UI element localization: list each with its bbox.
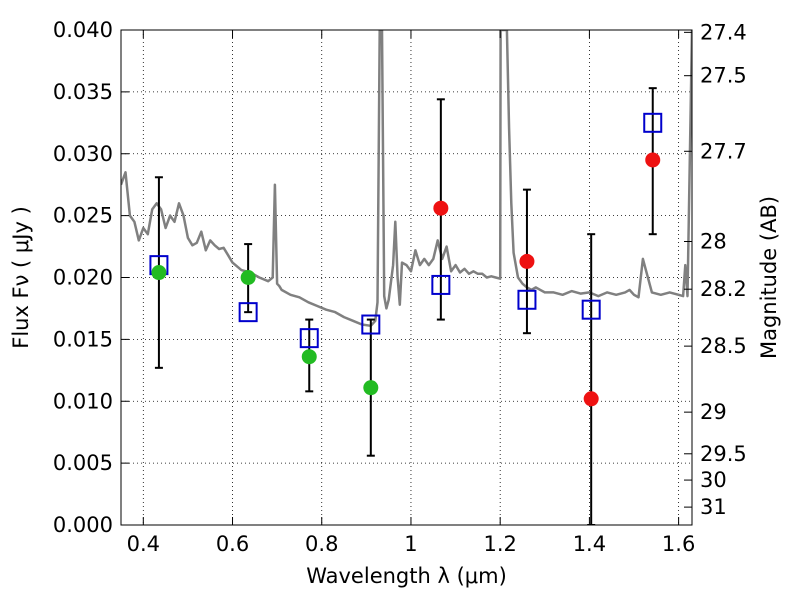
- magnitude-axis-ticks: 27.4 27.5 27.7 28 28.2 28.5 29 29.530 31: [684, 20, 747, 519]
- square-marker: [431, 274, 451, 295]
- model-spectrum-line: [121, 30, 692, 328]
- red-circle-marker: [583, 391, 599, 407]
- green-circle-marker: [240, 270, 256, 285]
- magnitude-tick-label: 29: [700, 400, 727, 424]
- y-tick-label: 0.040: [53, 18, 113, 42]
- square-marker: [238, 302, 258, 323]
- x-tick-label: 1.6: [662, 532, 695, 556]
- magnitude-tick-label: 27.7: [700, 139, 747, 163]
- y-axis-ticks: 0.000 0.005 0.010 0.015 0.020 0.025 0.030 0.035…: [53, 18, 129, 537]
- y-axis-label: Flux Fν ( μJy ): [9, 206, 33, 349]
- x-tick-label: 0.8: [305, 532, 338, 556]
- y-tick-label: 0.030: [53, 142, 113, 166]
- x-axis-label: Wavelength λ (μm): [306, 564, 507, 588]
- square-marker: [361, 314, 381, 335]
- y-tick-label: 0.010: [53, 389, 113, 413]
- magnitude-tick-label: 28: [700, 230, 727, 254]
- plot-data: [121, 30, 692, 525]
- magnitude-tick-label: 31: [700, 495, 727, 519]
- red-circle-marker: [433, 200, 449, 216]
- y-tick-label: 0.015: [53, 327, 113, 351]
- x-axis-ticks: 0.4 0.6 0.8 1 1.2 1.4 1.6: [127, 30, 695, 556]
- magnitude-tick-label: 27.4: [700, 20, 747, 44]
- green-circle-marker: [151, 265, 167, 281]
- magnitude-tick-label: 28.5: [700, 334, 747, 358]
- magnitude-axis-label: Magnitude (AB): [757, 196, 781, 359]
- x-tick-label: 1.2: [483, 532, 516, 556]
- square-marker: [643, 112, 663, 133]
- magnitude-tick-label: 27.5: [700, 64, 747, 88]
- y-tick-label: 0.020: [53, 266, 113, 290]
- y-tick-label: 0.025: [53, 204, 113, 228]
- red-circle-marker: [519, 253, 535, 269]
- magnitude-tick-label: 29.5: [700, 442, 747, 466]
- green-circle-marker: [301, 349, 317, 365]
- grid: [121, 29, 692, 526]
- green-circle-marker: [363, 380, 379, 396]
- magnitude-tick-label: 30: [700, 468, 727, 492]
- square-marker: [517, 289, 537, 310]
- y-tick-label: 0.000: [53, 513, 113, 537]
- square-marker: [581, 299, 601, 320]
- x-tick-label: 0.4: [127, 532, 160, 556]
- markers: [149, 112, 663, 407]
- x-tick-label: 1.4: [573, 532, 606, 556]
- square-marker: [299, 328, 319, 349]
- y-tick-label: 0.005: [53, 451, 113, 475]
- red-circle-marker: [645, 152, 661, 168]
- y-tick-label: 0.035: [53, 80, 113, 104]
- x-tick-label: 1: [404, 532, 417, 556]
- x-tick-label: 0.6: [216, 532, 249, 556]
- magnitude-tick-label: 28.2: [700, 277, 747, 301]
